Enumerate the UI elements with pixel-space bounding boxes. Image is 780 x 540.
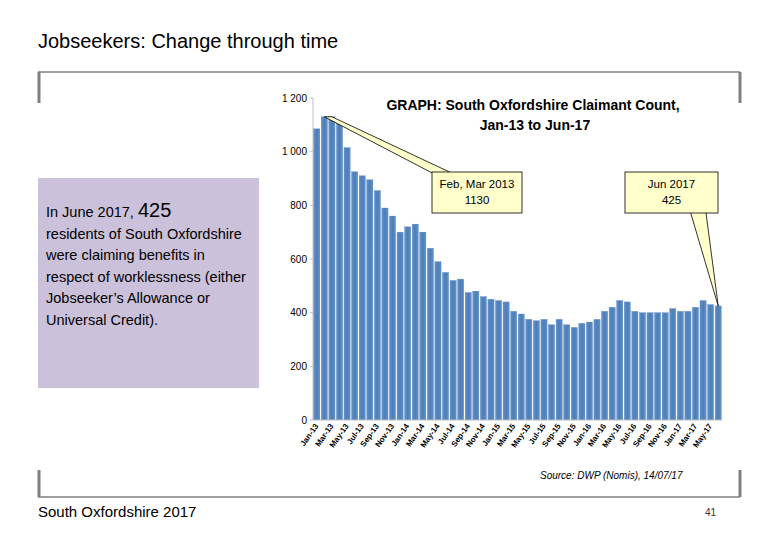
- y-tick-label: 1 000: [282, 146, 307, 157]
- bar: [344, 148, 350, 420]
- bar: [624, 302, 630, 420]
- callout-label: Jun 2017: [648, 178, 695, 190]
- y-tick-label: 200: [290, 361, 307, 372]
- frame-line: [38, 496, 740, 498]
- summary-text: In June 2017,: [46, 204, 138, 220]
- bar: [405, 227, 411, 420]
- bar: [548, 325, 554, 420]
- y-axis: [313, 98, 314, 420]
- page-title: Jobseekers: Change through time: [38, 30, 338, 53]
- bar: [541, 319, 547, 420]
- bar: [708, 305, 714, 420]
- bars: [314, 117, 722, 420]
- bar: [503, 302, 509, 420]
- callout-box: [625, 172, 718, 213]
- callout-label: Feb, Mar 2013: [440, 178, 515, 190]
- bar: [382, 208, 388, 420]
- frame-line: [38, 470, 41, 497]
- callout-pointer: [324, 117, 458, 176]
- bar: [336, 123, 342, 420]
- bar: [359, 176, 365, 420]
- bar: [609, 307, 615, 420]
- x-axis: [313, 420, 722, 421]
- callout-pointer: [690, 209, 719, 306]
- callout-value: 1130: [465, 194, 490, 206]
- page-number: 41: [705, 507, 716, 518]
- chart: 02004006008001 0001 200Jan-13Mar-13May-1…: [0, 0, 780, 540]
- bar: [685, 311, 691, 420]
- bar: [662, 313, 668, 420]
- bar: [352, 172, 358, 420]
- bar: [495, 301, 501, 420]
- chart-title: GRAPH: South Oxfordshire Claimant Count,…: [386, 97, 679, 133]
- x-tick-label: May-14: [419, 422, 442, 450]
- bar: [480, 297, 486, 420]
- title-box: [398, 88, 668, 140]
- bar: [677, 311, 683, 420]
- summary-text: residents of South Oxfordshire were clai…: [46, 226, 246, 328]
- bar: [632, 311, 638, 420]
- bar: [639, 313, 645, 420]
- bar: [715, 306, 721, 420]
- callout-value: 425: [662, 194, 681, 206]
- bar: [367, 180, 373, 420]
- bar: [692, 307, 698, 420]
- bar: [526, 319, 532, 420]
- bar: [533, 321, 539, 420]
- bar: [314, 129, 320, 420]
- bar: [465, 293, 471, 420]
- bar: [412, 224, 418, 420]
- bar: [458, 279, 464, 420]
- summary-text: 425: [138, 199, 171, 221]
- bar: [594, 319, 600, 420]
- bar: [700, 301, 706, 420]
- bar: [556, 319, 562, 420]
- bar: [518, 314, 524, 420]
- y-tick-label: 0: [301, 415, 307, 426]
- source: Source: DWP (Nomis), 14/07/17: [540, 470, 682, 481]
- y-tick-label: 600: [290, 254, 307, 265]
- bar: [647, 313, 653, 420]
- summary-box: In June 2017, 425 residents of South Oxfo…: [38, 178, 259, 388]
- bar: [374, 191, 380, 420]
- bar: [397, 232, 403, 420]
- bar: [564, 325, 570, 420]
- frame-line: [739, 72, 742, 103]
- x-tick-label: May-16: [600, 422, 623, 450]
- y-tick-label: 1 200: [282, 93, 307, 104]
- bar: [586, 322, 592, 420]
- bar: [617, 301, 623, 420]
- bar: [420, 232, 426, 420]
- y-tick-label: 800: [290, 200, 307, 211]
- bar: [389, 216, 395, 420]
- x-tick-label: May-15: [510, 422, 533, 450]
- bar: [579, 323, 585, 420]
- bar: [511, 311, 517, 420]
- frame-line: [38, 71, 740, 73]
- x-tick-label: May-17: [691, 422, 714, 450]
- bar: [571, 327, 577, 420]
- footer: South Oxfordshire 2017: [38, 503, 196, 520]
- callout-box: [432, 172, 522, 213]
- bar: [427, 248, 433, 420]
- x-tick-label: May-13: [328, 422, 351, 450]
- bar: [488, 299, 494, 420]
- bar: [442, 272, 448, 420]
- bar: [655, 313, 661, 420]
- bar: [321, 117, 327, 420]
- bar: [450, 280, 456, 420]
- bar: [601, 311, 607, 420]
- y-tick-label: 400: [290, 307, 307, 318]
- bar: [435, 262, 441, 420]
- bar: [670, 309, 676, 420]
- bar: [329, 117, 335, 420]
- bar: [473, 291, 479, 420]
- frame-line: [739, 470, 742, 497]
- frame-line: [38, 72, 41, 103]
